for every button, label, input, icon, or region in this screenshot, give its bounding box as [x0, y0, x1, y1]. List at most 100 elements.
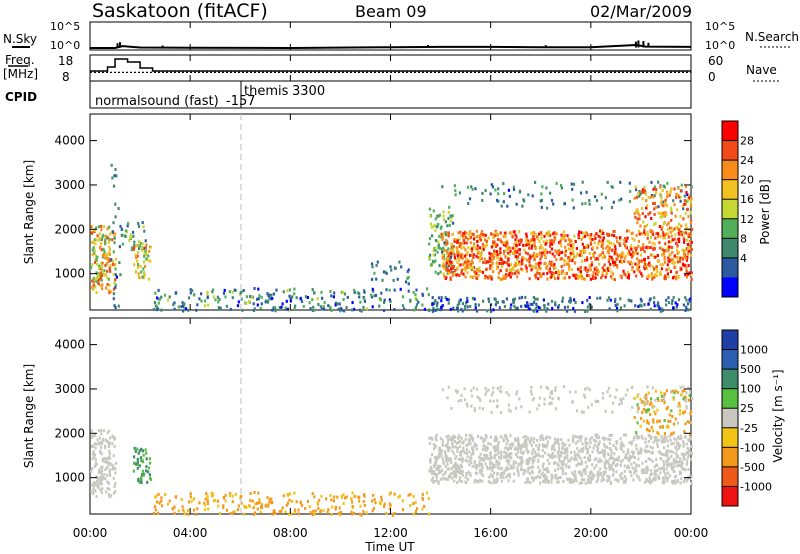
data-cell — [475, 254, 478, 258]
data-cell — [687, 308, 690, 312]
data-cell — [684, 395, 687, 399]
data-cell — [492, 236, 495, 240]
data-cell — [371, 265, 374, 269]
data-cell — [635, 195, 638, 199]
data-cell — [687, 197, 690, 200]
data-cell — [501, 261, 504, 265]
data-cell — [666, 247, 669, 251]
data-cell — [673, 227, 676, 231]
data-cell — [673, 254, 676, 258]
data-cell — [628, 470, 631, 474]
data-cell — [108, 283, 111, 287]
data-cell — [185, 307, 188, 311]
data-cell — [224, 493, 227, 497]
data-cell — [160, 308, 163, 312]
data-cell — [163, 293, 167, 297]
data-cell — [531, 450, 534, 454]
data-cell — [447, 385, 450, 389]
data-cell — [541, 448, 544, 452]
data-cell — [492, 233, 495, 237]
data-cell — [497, 187, 500, 191]
data-cell — [610, 241, 613, 245]
data-cell — [518, 230, 521, 234]
data-cell — [592, 246, 595, 250]
data-cell — [687, 453, 690, 457]
data-cell — [626, 229, 629, 233]
data-cell — [629, 189, 632, 193]
data-cell — [514, 238, 517, 242]
data-cell — [320, 494, 323, 498]
data-cell — [609, 482, 612, 486]
data-cell — [479, 471, 482, 474]
data-cell — [554, 454, 557, 458]
data-cell — [204, 304, 207, 308]
data-cell — [132, 234, 135, 238]
data-cell — [95, 495, 98, 498]
data-cell — [374, 293, 378, 297]
data-cell — [620, 448, 623, 452]
data-cell — [496, 233, 499, 237]
data-cell — [578, 481, 582, 485]
data-cell — [108, 259, 111, 263]
data-cell — [516, 255, 520, 259]
data-cell — [449, 276, 452, 280]
data-cell — [507, 263, 510, 267]
data-cell — [656, 270, 659, 273]
data-cell — [684, 257, 688, 261]
data-cell — [334, 507, 337, 511]
data-cell — [612, 200, 615, 204]
data-cell — [512, 188, 516, 191]
data-cell — [526, 301, 529, 305]
data-cell — [446, 445, 449, 449]
data-cell — [628, 454, 632, 458]
data-cell — [560, 233, 563, 237]
data-cell — [595, 266, 598, 270]
data-cell — [614, 297, 617, 301]
data-cell — [206, 499, 209, 503]
data-cell — [531, 461, 534, 465]
data-cell — [659, 215, 662, 219]
data-cell — [610, 233, 613, 237]
data-cell — [211, 290, 214, 294]
data-cell — [456, 253, 459, 257]
data-cell — [463, 260, 466, 264]
data-cell — [96, 479, 99, 483]
x-tick-label: 08:00 — [273, 526, 308, 540]
data-cell — [575, 274, 579, 278]
data-cell — [563, 263, 566, 267]
data-cell — [651, 265, 654, 269]
data-cell — [502, 243, 506, 247]
data-cell — [430, 466, 433, 470]
data-cell — [684, 249, 687, 253]
data-cell — [110, 494, 113, 498]
data-cell — [641, 188, 645, 192]
data-cell — [478, 406, 481, 410]
data-cell — [526, 477, 529, 481]
data-cell — [595, 457, 598, 461]
data-cell — [504, 467, 507, 471]
data-cell — [467, 202, 470, 205]
data-cell — [585, 246, 588, 249]
data-cell — [673, 422, 676, 426]
data-cell — [668, 474, 672, 478]
data-cell — [535, 444, 538, 448]
data-cell — [581, 180, 584, 184]
data-cell — [615, 470, 618, 474]
data-cell — [586, 233, 589, 237]
data-cell — [639, 397, 642, 401]
data-cell — [601, 243, 605, 247]
data-cell — [650, 245, 653, 249]
data-cell — [393, 492, 396, 496]
data-cell — [560, 450, 563, 454]
data-cell — [494, 234, 497, 237]
data-cell — [521, 268, 524, 272]
data-cell — [428, 309, 431, 312]
data-cell — [500, 435, 503, 439]
data-cell — [512, 251, 515, 255]
data-cell — [656, 431, 659, 435]
data-cell — [460, 255, 463, 259]
data-cell — [594, 257, 597, 261]
data-cell — [464, 248, 467, 252]
data-cell — [561, 235, 564, 239]
data-cell — [651, 406, 654, 409]
